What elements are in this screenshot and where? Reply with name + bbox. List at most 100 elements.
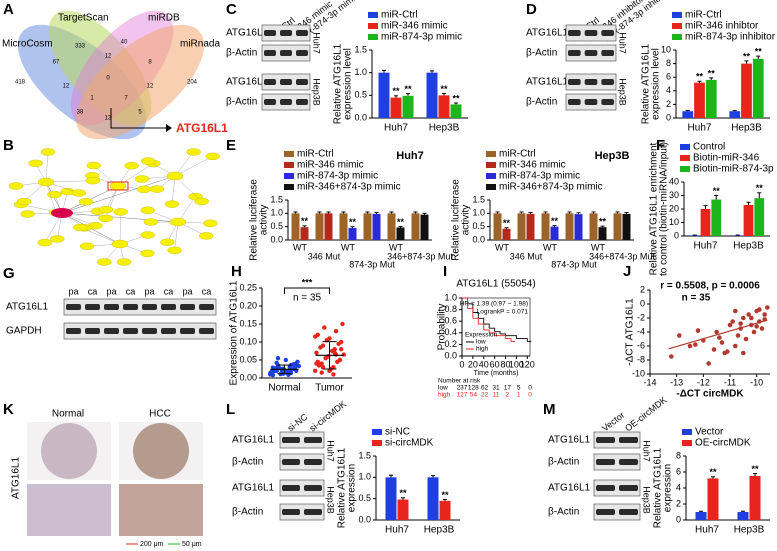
bar (387, 213, 396, 240)
blot-band (282, 459, 300, 465)
significance: ** (441, 490, 449, 500)
bar (339, 213, 348, 240)
y-tick-label: -10 (632, 368, 645, 378)
point (274, 360, 279, 366)
y-tick-label: -8 (637, 354, 645, 364)
network-edge (80, 227, 121, 245)
point (714, 329, 719, 335)
significance: ** (397, 217, 405, 227)
bar (348, 228, 357, 240)
y-axis-label: Relative ATG16L1 (641, 43, 652, 124)
tissue-core (41, 423, 97, 479)
network-node (86, 161, 101, 170)
x-tick-label: 60 (490, 359, 500, 369)
blot-band (596, 437, 615, 443)
y-tick-label: -4 (637, 326, 645, 336)
legend-label: miR-874-3p mimic (499, 171, 580, 182)
point (733, 308, 738, 314)
row-label: β-Actin (526, 97, 557, 108)
legend-label: miR-346 mimic (381, 21, 448, 32)
bar (754, 198, 765, 236)
fit-line (668, 319, 768, 350)
blot-band (584, 50, 598, 56)
network-node (113, 208, 128, 216)
x-tick-label: 346 Mut (308, 251, 341, 261)
y-axis-label: Expression of ATG16L1 (229, 280, 240, 385)
y-tick-label: 0.00 (239, 372, 257, 382)
row-label: β-Actin (232, 457, 263, 468)
x-tick-label: -11 (724, 377, 736, 387)
legend-label: miR-874-3p inhibitor (685, 32, 776, 43)
venn-label: miRDB (148, 13, 180, 24)
y-axis-label: expression (347, 464, 358, 512)
bar (291, 213, 300, 240)
y-axis-label: activity (461, 205, 472, 236)
x-tick-label: Huh7 (385, 525, 409, 536)
bar (550, 226, 559, 240)
network-node (73, 223, 88, 232)
y-tick-label: 0.5 (358, 493, 371, 503)
blot-band (596, 509, 615, 515)
legend-swatch (372, 440, 382, 446)
point (725, 349, 730, 354)
blot-band (596, 459, 615, 465)
y-tick-label: 0.4 (444, 327, 457, 337)
risk-count: 2 (506, 392, 510, 399)
network-node (79, 242, 95, 250)
network-node (71, 189, 87, 197)
risk-count: 17 (504, 385, 512, 392)
blot-strip (279, 431, 325, 449)
x-tick-label: WT (591, 242, 605, 252)
panel-label: L (226, 401, 235, 418)
y-tick-label: 1.5 (472, 194, 485, 204)
blot-band (264, 79, 276, 85)
y-tick-label: 0.6 (444, 316, 457, 326)
network-node (194, 197, 209, 206)
panel-label: C (226, 1, 237, 18)
blot-band (104, 328, 119, 334)
bar (493, 213, 502, 240)
legend-label: OE-circMDK (695, 438, 751, 449)
y-tick-label: -6 (637, 340, 645, 350)
y-tick-label: 1.5 (358, 450, 371, 460)
legend-label: miR-Ctrl (685, 10, 722, 21)
significance: ** (756, 183, 764, 193)
bar (565, 213, 574, 240)
cell-label: Hep3B (326, 486, 336, 514)
x-axis-label: Time (months) (474, 370, 519, 377)
legend-label: miR-Ctrl (297, 149, 334, 160)
legend-swatch (682, 429, 692, 435)
blot-band (304, 459, 322, 465)
network-node (140, 249, 155, 258)
y-tick-label: 0.5 (472, 221, 485, 231)
bar (729, 111, 741, 118)
blot-band (161, 304, 176, 310)
survival-step (478, 323, 485, 330)
bracket (284, 287, 330, 294)
point (687, 343, 693, 349)
network-node (8, 182, 24, 190)
bar (707, 478, 719, 520)
blot-strip (593, 431, 641, 449)
legend-label: miR-874-3p mimic (297, 171, 378, 182)
row-label: ATG16L1 (226, 77, 268, 88)
lane-label: OE-circMDK (623, 395, 669, 434)
panel-label: I (443, 263, 447, 280)
significance: ** (452, 93, 460, 103)
row-label: β-Actin (548, 457, 579, 468)
point (295, 359, 300, 364)
point (765, 305, 770, 310)
survival-step (500, 333, 506, 336)
scale-label: 200 μm (140, 541, 164, 548)
point (320, 365, 326, 370)
arrow-head (166, 124, 172, 132)
cell-label: Huh7 (642, 440, 652, 462)
bar (695, 512, 707, 520)
network-node (37, 238, 53, 247)
venn-label: TargetScan (58, 13, 109, 24)
y-axis-label: expression (663, 464, 674, 512)
network-edge (44, 212, 63, 243)
bar (598, 227, 607, 240)
arrow (110, 108, 170, 129)
blot-band (199, 328, 214, 334)
